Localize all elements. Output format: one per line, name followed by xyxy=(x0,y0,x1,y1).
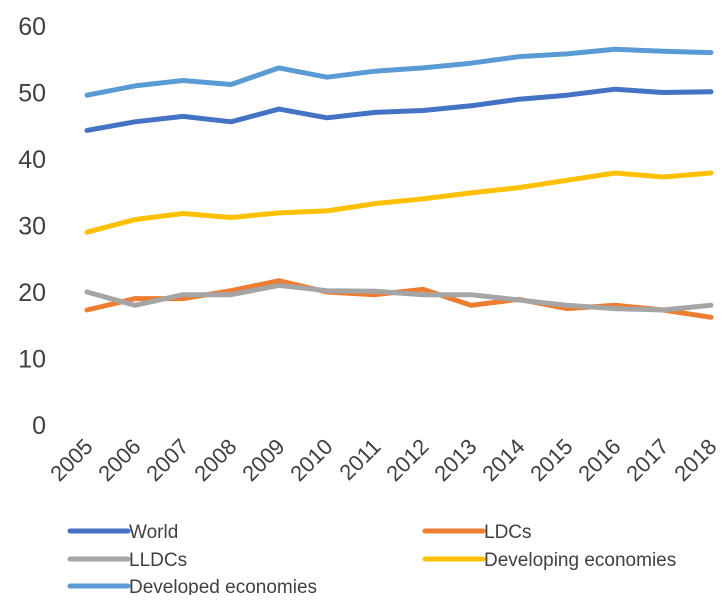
series-layer xyxy=(84,46,714,320)
x-tick-label: 2009 xyxy=(237,434,289,486)
series-line-world xyxy=(84,86,714,133)
y-tick-label: 60 xyxy=(18,13,46,41)
x-tick-label: 2015 xyxy=(525,434,577,486)
legend-label-lldcs: LLDCs xyxy=(129,550,187,571)
y-tick-label: 30 xyxy=(18,213,46,241)
y-tick-label: 50 xyxy=(18,80,46,108)
x-tick-label: 2006 xyxy=(93,434,145,486)
x-tick-label: 2005 xyxy=(45,434,97,486)
y-tick-label: 10 xyxy=(18,346,46,374)
y-tick-label: 0 xyxy=(32,412,46,440)
series-line-lldcs xyxy=(84,282,714,313)
x-tick-label: 2014 xyxy=(477,434,529,486)
series-line-developed-economies xyxy=(84,46,714,98)
series-line-ldcs xyxy=(84,278,714,320)
legend-label-world: World xyxy=(129,522,178,543)
y-axis: 0 10 20 30 40 50 60 xyxy=(18,13,46,440)
legend: World LDCs LLDCs Developing economies Develo… xyxy=(67,522,676,598)
legend-label-ldcs: LDCs xyxy=(484,522,532,543)
x-tick-label: 2017 xyxy=(621,434,673,486)
x-tick-label: 2008 xyxy=(189,434,241,486)
x-tick-label: 2012 xyxy=(381,434,433,486)
x-tick-label: 2016 xyxy=(573,434,625,486)
legend-label-developing-economies: Developing economies xyxy=(484,550,676,571)
legend-label-developed-economies: Developed economies xyxy=(129,577,317,595)
x-tick-label: 2011 xyxy=(334,434,385,485)
series-line-developing-economies xyxy=(84,170,714,235)
y-tick-label: 20 xyxy=(18,279,46,307)
x-axis: 2005200620072008200920102011201220132014… xyxy=(45,434,721,486)
x-tick-label: 2013 xyxy=(429,434,481,486)
x-tick-label: 2010 xyxy=(285,434,337,486)
x-tick-label: 2007 xyxy=(141,434,193,486)
x-tick-label: 2018 xyxy=(669,434,721,486)
y-tick-label: 40 xyxy=(18,146,46,174)
